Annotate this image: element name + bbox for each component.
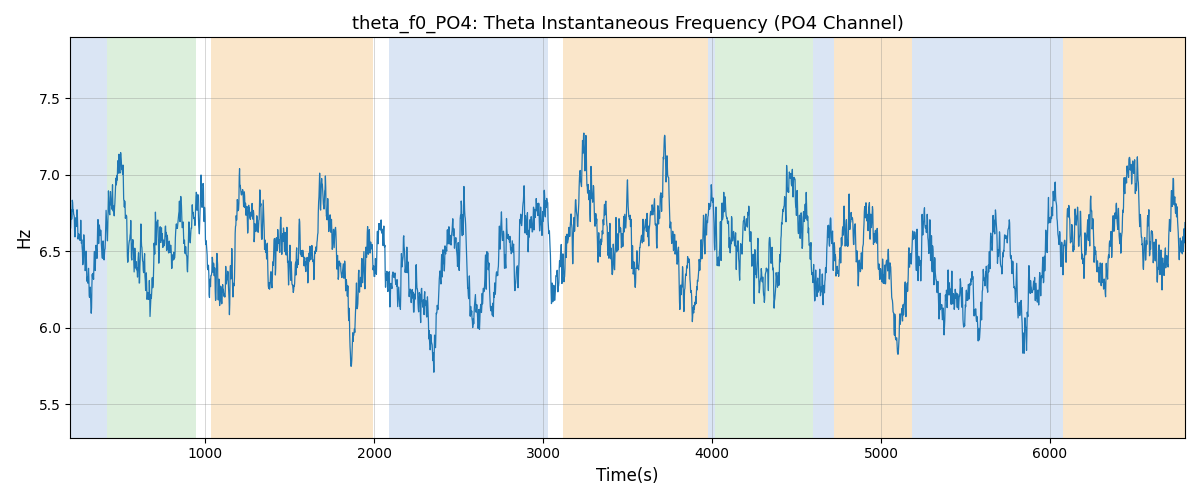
Bar xyxy=(1062,38,1184,438)
X-axis label: Time(s): Time(s) xyxy=(596,467,659,485)
Bar xyxy=(814,38,834,438)
Bar xyxy=(715,38,814,438)
Bar xyxy=(389,38,548,438)
Title: theta_f0_PO4: Theta Instantaneous Frequency (PO4 Channel): theta_f0_PO4: Theta Instantaneous Freque… xyxy=(352,15,904,34)
Bar xyxy=(211,38,373,438)
Bar xyxy=(71,38,107,438)
Y-axis label: Hz: Hz xyxy=(16,227,34,248)
Bar xyxy=(564,38,708,438)
Bar xyxy=(708,38,715,438)
Bar xyxy=(107,38,196,438)
Bar xyxy=(912,38,1062,438)
Bar xyxy=(834,38,912,438)
